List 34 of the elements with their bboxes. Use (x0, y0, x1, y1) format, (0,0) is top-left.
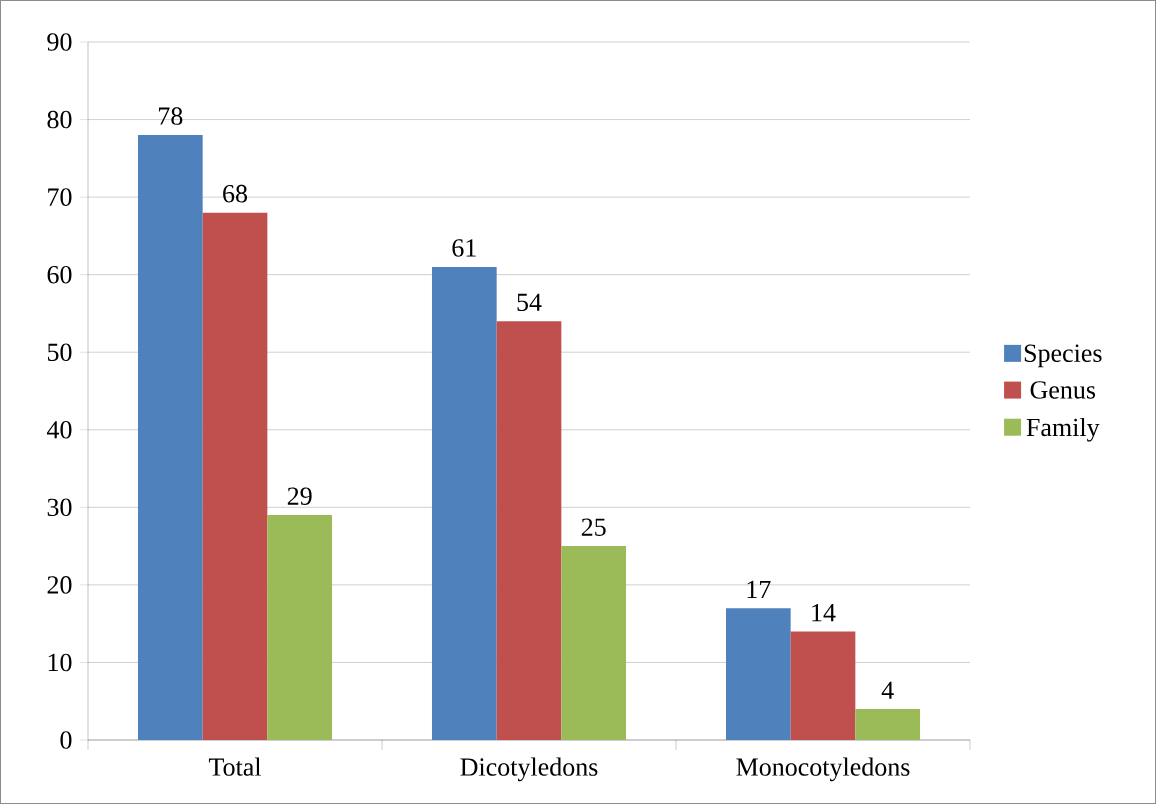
y-tick-label: 70 (48, 188, 72, 206)
y-tick-label: 30 (47, 498, 72, 517)
bar (790, 631, 856, 740)
y-tick-label: 80 (47, 110, 72, 129)
data-label: 25 (581, 518, 606, 536)
data-label: 17 (747, 580, 771, 598)
bar (267, 515, 333, 740)
y-tick-label: 60 (47, 265, 72, 284)
bar (855, 708, 921, 740)
y-tick-label: 20 (47, 576, 72, 594)
data-label: 78 (159, 107, 183, 125)
bar (561, 546, 627, 740)
y-tick-label: 90 (47, 33, 72, 51)
x-tick-label: Dicotyledons (460, 757, 598, 782)
bar (496, 321, 562, 740)
x-tick-label: Total (208, 757, 262, 776)
legend-label: Genus (1030, 381, 1096, 399)
y-tick-label: 40 (46, 421, 72, 439)
data-label: 4 (881, 681, 894, 699)
data-label: 14 (812, 604, 836, 622)
y-tick-label: 10 (48, 653, 72, 672)
y-tick-label: 0 (60, 731, 72, 749)
bar (202, 212, 268, 740)
data-label: 61 (452, 239, 476, 257)
legend-label: Species (1024, 344, 1102, 368)
data-label: 54 (517, 293, 542, 311)
bar (431, 266, 497, 740)
y-tick-label: 50 (47, 343, 72, 361)
x-tick-label: Monocotyledons (736, 757, 910, 782)
data-label: 29 (287, 487, 312, 505)
bar (725, 608, 791, 740)
bar (137, 135, 203, 740)
data-label: 68 (223, 184, 248, 203)
legend-label: Family (1026, 417, 1100, 442)
